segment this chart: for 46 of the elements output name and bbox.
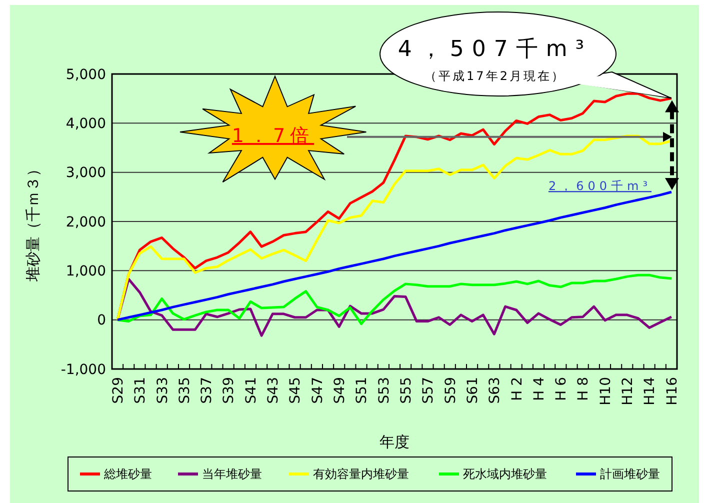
x-tick-label: H 6 [554,376,570,401]
x-tick-label: H14 [642,376,658,406]
legend-label: 当年堆砂量 [202,467,262,482]
y-tick-label: 1,000 [66,264,106,280]
legend-label: 計画堆砂量 [600,467,660,482]
x-tick-label: H 4 [531,376,548,401]
y-tick-label: 4,000 [66,116,106,132]
x-tick-label: S49 [332,377,348,404]
y-axis-title: 堆砂量（千ｍ３） [24,162,42,282]
y-tick-label: 5,000 [66,66,106,83]
line-series [116,274,673,326]
x-tick-label: H 2 [509,377,526,401]
x-tick-label: H10 [598,377,614,406]
legend-label: 有効容量内堆砂量 [313,467,409,482]
x-tick-label: S33 [154,377,171,404]
x-tick-label: S45 [288,377,304,404]
x-tick-label: S59 [442,377,459,404]
x-tick-label: S51 [354,377,370,404]
x-tick-label: S41 [243,377,260,404]
x-tick-label: S55 [398,377,414,404]
legend-label: 死水域内堆砂量 [463,467,547,482]
x-tick-label: S31 [132,377,149,404]
y-tick-label: 3,000 [66,165,106,182]
x-tick-label: S43 [266,377,282,404]
x-tick-label: S63 [487,377,504,404]
annotation: 2，600千m³ [548,179,652,193]
x-axis-title: 年度 [380,433,410,451]
x-tick-label: S61 [464,377,481,404]
x-tick-label: S39 [221,377,238,404]
x-tick-label: H12 [620,377,636,406]
x-tick-label: S53 [376,377,392,404]
x-tick-label: H 8 [576,377,592,401]
y-tick-label: 0 [97,312,106,329]
annotation: 1．7倍 [232,125,314,147]
x-tick-label: S47 [310,377,326,404]
x-tick-label: H16 [664,376,680,406]
x-tick-label: S37 [199,377,216,404]
x-tick-label: S57 [420,377,437,404]
legend-label: 総堆砂量 [103,467,152,482]
y-tick-label: -1,000 [60,362,106,378]
annotation: 4，507千m³ [398,37,592,62]
x-tick-label: S29 [110,377,126,404]
line-series [116,190,673,322]
annotation: （平成17年2月現在） [424,69,566,83]
x-tick-label: S35 [176,377,193,404]
y-tick-label: 2,000 [66,214,106,230]
